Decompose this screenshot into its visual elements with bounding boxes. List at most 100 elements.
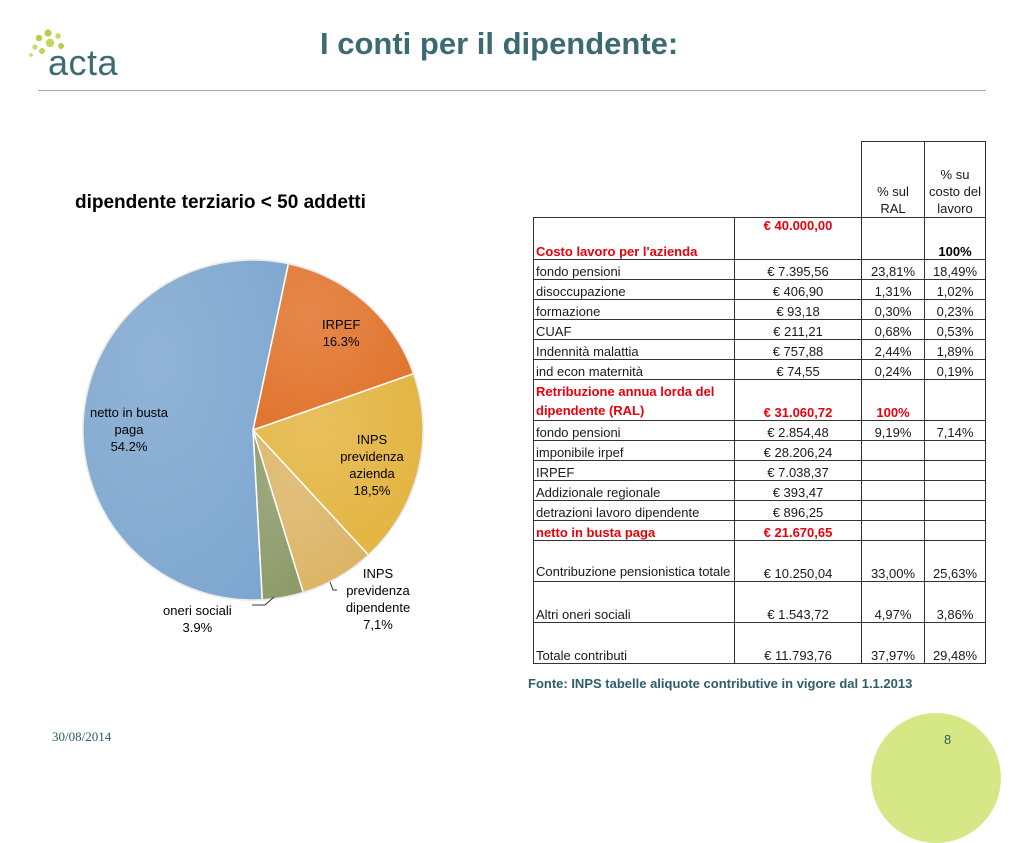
row-pct-ral: 9,19% [861, 420, 925, 441]
row-pct-costo [924, 379, 986, 421]
row-amount: € 10.250,04 [734, 540, 862, 582]
row-pct-ral [861, 440, 925, 461]
table-row: Totale contributi € 11.793,76 37,97% 29,48% [533, 622, 986, 664]
table-header-cell: % sul RAL [861, 141, 925, 218]
row-pct-ral: 0,30% [861, 299, 925, 320]
row-label: formazione [533, 299, 735, 320]
slice-value: 3.9% [182, 620, 213, 635]
pie-chart [82, 259, 424, 606]
table-row: fondo pensioni € 7.395,56 23,81% 18,49% [533, 259, 986, 280]
leader-line-oneri-sociali [252, 596, 275, 606]
pie-label-oneri-sociali: oneri sociali 3.9% [163, 602, 232, 636]
logo-text: acta [48, 42, 119, 83]
row-label: ind econ maternità [533, 359, 735, 380]
row-pct-costo [924, 480, 986, 501]
source-note: Fonte: INPS tabelle aliquote contributiv… [528, 676, 913, 691]
title-divider [38, 90, 986, 91]
table-row: disoccupazione € 406,90 1,31% 1,02% [533, 279, 986, 300]
row-pct-costo [924, 500, 986, 521]
table-row: IRPEF € 7.038,37 [533, 460, 986, 481]
row-amount: € 31.060,72 [734, 379, 862, 421]
slice-label: IRPEF [322, 317, 361, 332]
row-label: Costo lavoro per l'azienda [533, 217, 735, 260]
row-amount: € 74,55 [734, 359, 862, 380]
table-row: Indennità malattia € 757,88 2,44% 1,89% [533, 339, 986, 360]
row-pct-ral [861, 500, 925, 521]
row-label: Addizionale regionale [533, 480, 735, 501]
row-label: CUAF [533, 319, 735, 340]
slice-label: netto in busta paga [89, 405, 169, 437]
row-label: Retribuzione annua lorda del dipendente … [533, 379, 735, 421]
pie-label-irpef: IRPEF 16.3% [322, 316, 360, 350]
row-pct-costo: 100% [924, 217, 986, 260]
row-label: imponibile irpef [533, 440, 735, 461]
row-pct-ral: 4,97% [861, 581, 925, 623]
row-pct-costo: 1,89% [924, 339, 986, 360]
table-row: fondo pensioni € 2.854,48 9,19% 7,14% [533, 420, 986, 441]
row-pct-costo: 18,49% [924, 259, 986, 280]
table-row: Contribuzione pensionistica totale € 10.2… [533, 540, 986, 582]
row-amount: € 7.038,37 [734, 460, 862, 481]
page-number-badge [871, 713, 1001, 843]
row-amount: € 896,25 [734, 500, 862, 521]
row-pct-costo: 25,63% [924, 540, 986, 582]
row-amount: € 21.670,65 [734, 520, 862, 541]
row-pct-ral: 23,81% [861, 259, 925, 280]
row-pct-costo: 29,48% [924, 622, 986, 664]
acta-logo-icon [29, 29, 64, 57]
row-label: Totale contributi [533, 622, 735, 664]
row-label: disoccupazione [533, 279, 735, 300]
slice-value: 16.3% [322, 334, 360, 349]
row-pct-costo [924, 440, 986, 461]
pie-label-netto: netto in busta paga 54.2% [84, 404, 174, 455]
row-amount: € 11.793,76 [734, 622, 862, 664]
slice-value: 18,5% [353, 483, 391, 498]
row-label: Indennità malattia [533, 339, 735, 360]
table-row: ind econ maternità € 74,55 0,24% 0,19% [533, 359, 986, 380]
pie-slice-inps-previdenza-azienda [251, 372, 424, 556]
slice-label: INPS previdenza dipendente [345, 566, 411, 615]
row-pct-ral: 0,24% [861, 359, 925, 380]
row-pct-costo: 1,02% [924, 279, 986, 300]
row-pct-ral: 37,97% [861, 622, 925, 664]
row-pct-costo: 7,14% [924, 420, 986, 441]
table-header-row: % sul RAL% su costo del lavoro [533, 141, 986, 218]
row-pct-ral: 33,00% [861, 540, 925, 582]
row-pct-costo [924, 520, 986, 541]
row-label: Altri oneri sociali [533, 581, 735, 623]
page-title: I conti per il dipendente: [320, 26, 679, 61]
slice-label: oneri sociali [163, 603, 232, 618]
pie-slice-irpef [251, 262, 415, 432]
table-row: Retribuzione annua lorda del dipendente … [533, 379, 986, 421]
row-label: fondo pensioni [533, 420, 735, 441]
table-header-cell: % su costo del lavoro [924, 141, 986, 218]
table-header-cell [734, 141, 862, 218]
slice-value: 54.2% [110, 439, 148, 454]
row-amount: € 7.395,56 [734, 259, 862, 280]
slice-value: 7,1% [363, 617, 393, 632]
pie-label-inps-azienda: INPS previdenza azienda 18,5% [332, 431, 412, 499]
cost-breakdown-table: % sul RAL% su costo del lavoro Costo lavo… [533, 141, 986, 664]
pie-slice-netto-in-busta-paga [82, 259, 290, 601]
table-row: CUAF € 211,21 0,68% 0,53% [533, 319, 986, 340]
row-pct-ral: 100% [861, 379, 925, 421]
row-pct-costo: 0,23% [924, 299, 986, 320]
row-amount: € 1.543,72 [734, 581, 862, 623]
table-row: formazione € 93,18 0,30% 0,23% [533, 299, 986, 320]
pie-outline [82, 259, 424, 601]
row-label: Contribuzione pensionistica totale [533, 540, 735, 582]
row-label: detrazioni lavoro dipendente [533, 500, 735, 521]
slice-label: INPS previdenza azienda [340, 432, 404, 481]
row-pct-ral: 0,68% [861, 319, 925, 340]
footer-date: 30/08/2014 [52, 729, 112, 744]
table-row: Costo lavoro per l'azienda € 40.000,00 100… [533, 217, 986, 260]
pie-label-inps-dipendente: INPS previdenza dipendente 7,1% [330, 565, 426, 633]
row-pct-costo: 0,19% [924, 359, 986, 380]
row-amount: € 406,90 [734, 279, 862, 300]
row-label: fondo pensioni [533, 259, 735, 280]
row-pct-ral: 1,31% [861, 279, 925, 300]
table-header-cell [533, 141, 735, 218]
row-pct-ral [861, 460, 925, 481]
table-row: detrazioni lavoro dipendente € 896,25 [533, 500, 986, 521]
row-amount: € 93,18 [734, 299, 862, 320]
